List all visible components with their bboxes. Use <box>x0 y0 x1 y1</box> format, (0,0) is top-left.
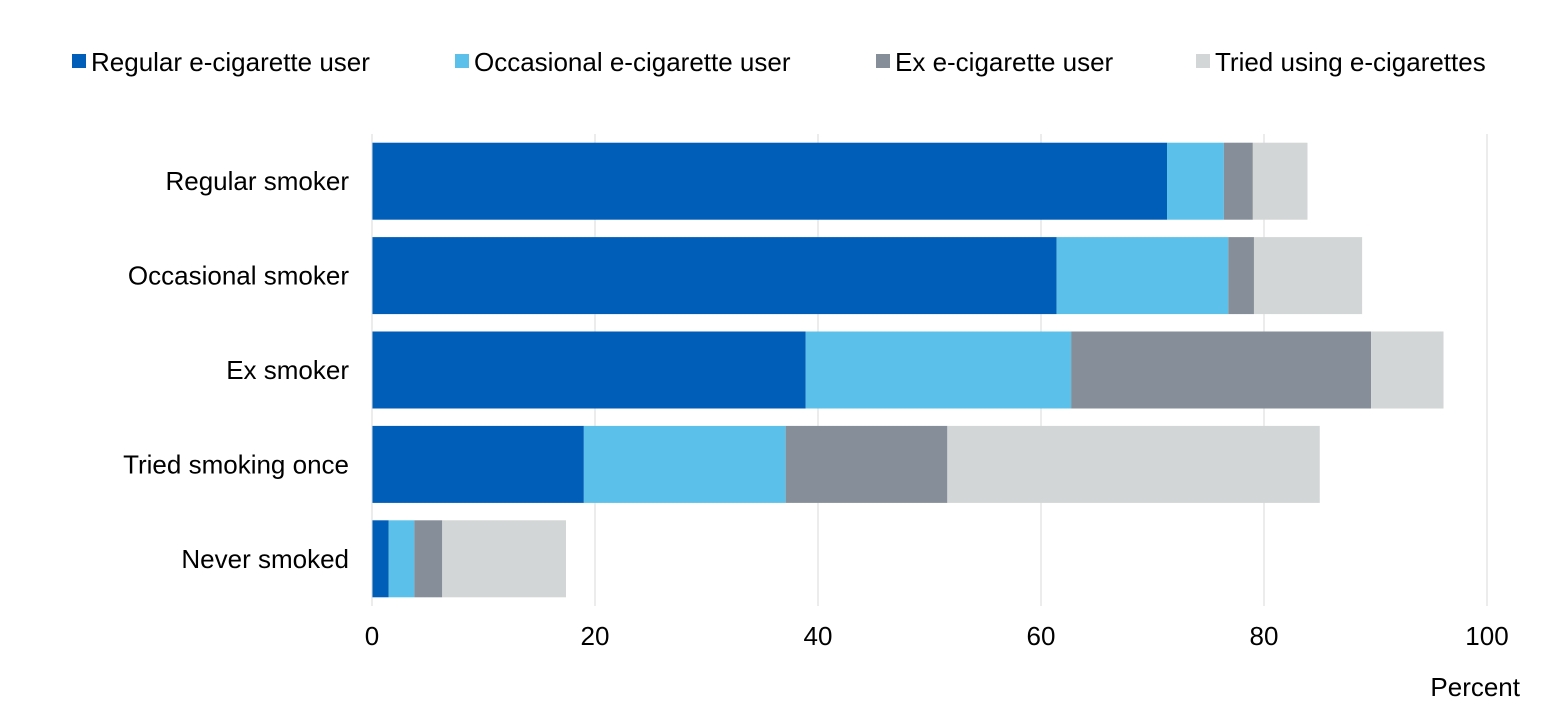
legend-label: Regular e-cigarette user <box>91 47 370 77</box>
x-tick-label: 100 <box>1465 621 1508 651</box>
legend-swatch <box>1196 54 1210 68</box>
bar-segment <box>805 331 1072 409</box>
legend-swatch <box>876 54 890 68</box>
y-axis-labels: Regular smoker Occasional smoker Ex smoker… <box>123 166 349 574</box>
bar-segment <box>785 425 948 503</box>
x-tick-label: 0 <box>365 621 379 651</box>
bar-segment <box>372 237 1057 315</box>
x-axis-tick-labels: 0 20 40 60 80 100 <box>365 621 1509 651</box>
x-axis-title: Percent <box>1430 672 1520 702</box>
bar-segment <box>1253 237 1363 315</box>
bar-segment <box>372 142 1167 220</box>
legend-swatch <box>455 54 469 68</box>
legend-item: Tried using e-cigarettes <box>1196 47 1486 77</box>
bar-segment <box>442 520 567 598</box>
legend-item: Ex e-cigarette user <box>876 47 1114 77</box>
bar-segment <box>1228 237 1254 315</box>
category-label: Occasional smoker <box>128 261 349 291</box>
category-label: Never smoked <box>181 544 349 574</box>
bar-segment <box>583 425 786 503</box>
legend-swatch <box>72 54 86 68</box>
x-tick-label: 80 <box>1250 621 1279 651</box>
bars <box>371 134 1444 606</box>
bar-segment <box>1056 237 1229 315</box>
category-label: Tried smoking once <box>123 449 349 479</box>
bar-segment <box>372 331 806 409</box>
bar-segment <box>388 520 415 598</box>
legend-label: Tried using e-cigarettes <box>1215 47 1486 77</box>
legend: Regular e-cigarette user Occasional e-cig… <box>72 47 1486 77</box>
bar-segment <box>1371 331 1444 409</box>
bar-segment <box>1252 142 1308 220</box>
x-tick-label: 60 <box>1027 621 1056 651</box>
bar-segment <box>372 425 584 503</box>
legend-label: Ex e-cigarette user <box>895 47 1114 77</box>
category-label: Regular smoker <box>165 166 349 196</box>
x-tick-label: 20 <box>581 621 610 651</box>
category-label: Ex smoker <box>226 355 349 385</box>
legend-item: Regular e-cigarette user <box>72 47 370 77</box>
bar-segment <box>1166 142 1224 220</box>
bar-segment <box>414 520 443 598</box>
legend-item: Occasional e-cigarette user <box>455 47 791 77</box>
bar-segment <box>1071 331 1372 409</box>
legend-label: Occasional e-cigarette user <box>474 47 791 77</box>
bar-segment <box>1223 142 1253 220</box>
bar-segment <box>372 520 389 598</box>
x-tick-label: 40 <box>804 621 833 651</box>
bar-segment <box>947 425 1320 503</box>
